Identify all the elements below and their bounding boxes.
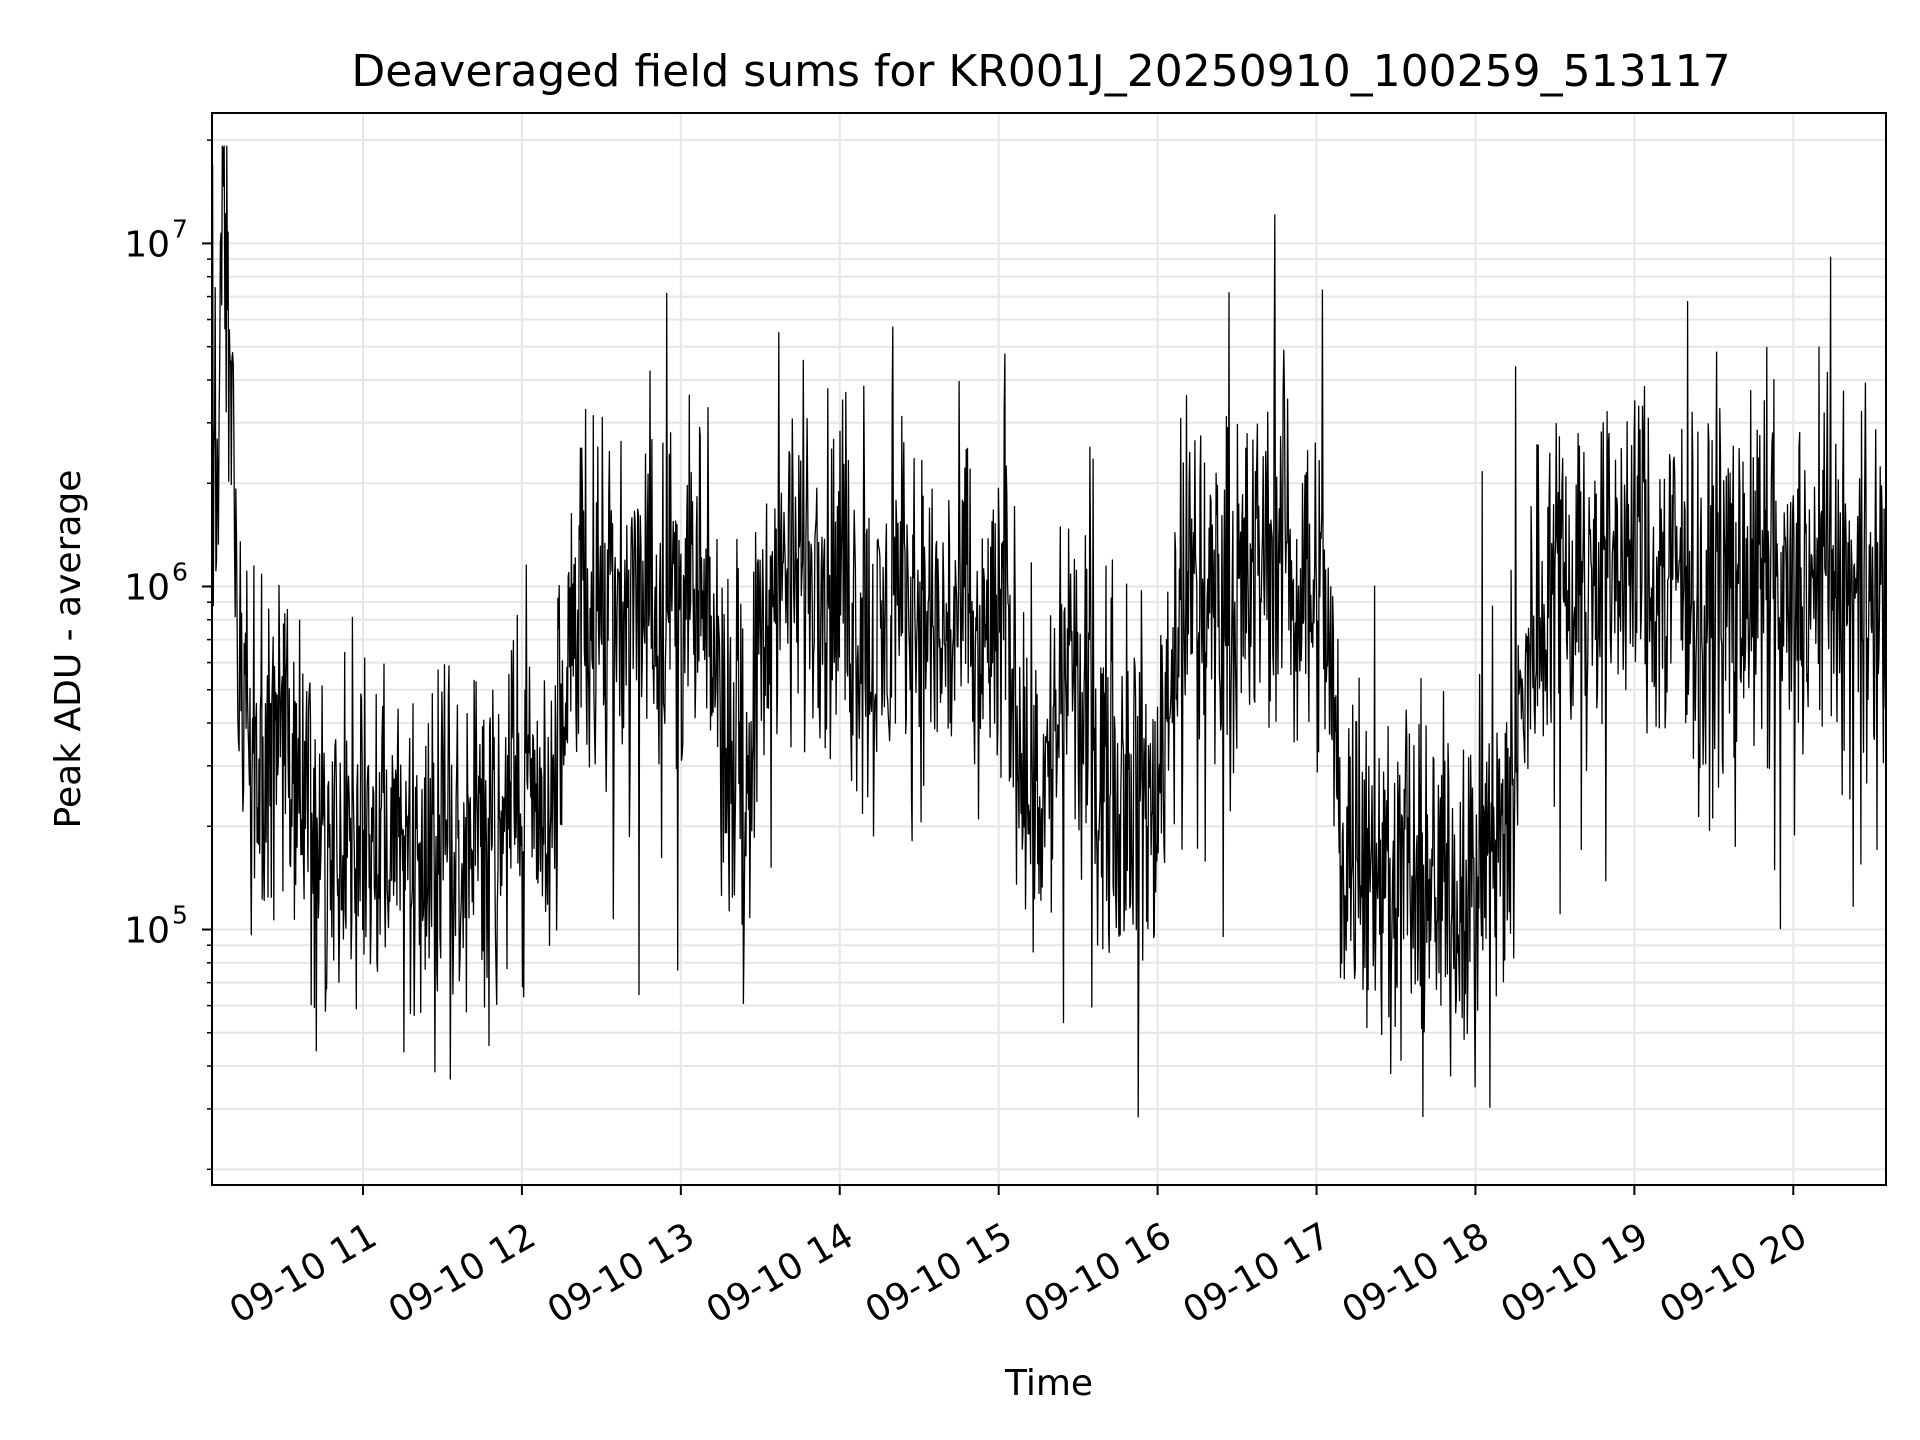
y-tick-label: 10	[124, 224, 170, 265]
y-tick-exponent: 6	[172, 557, 188, 586]
plot-frame	[211, 112, 1887, 1186]
series-line	[211, 145, 1887, 1118]
data-line	[211, 145, 1887, 1118]
y-tick-label: 10	[124, 911, 170, 952]
y-axis-label: Peak ADU - average	[48, 470, 89, 829]
y-tick-exponent: 5	[172, 901, 188, 930]
y-tick-label: 10	[124, 567, 170, 608]
y-tick-exponent: 7	[172, 214, 188, 243]
x-axis-label: Time	[1004, 1363, 1093, 1404]
chart-title: Deaveraged field sums for KR001J_2025091…	[351, 46, 1730, 97]
